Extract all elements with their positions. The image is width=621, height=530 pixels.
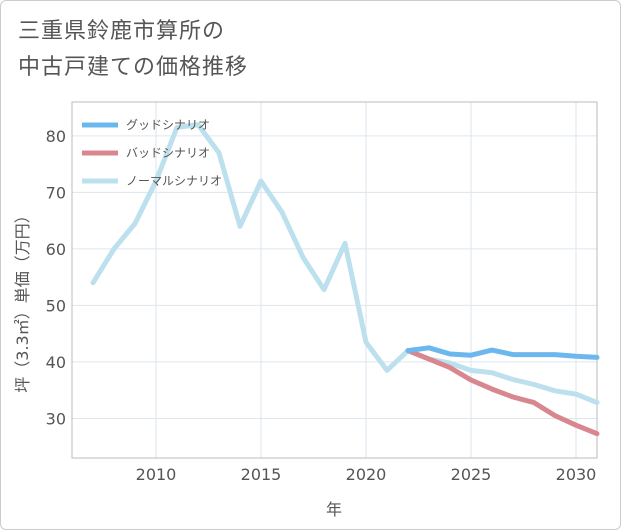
grid-lines — [72, 102, 597, 458]
legend-label-0: グッドシナリオ — [126, 118, 210, 132]
legend-label-1: バッドシナリオ — [126, 146, 210, 160]
x-tick-label: 2025 — [451, 465, 492, 484]
chart-title-line-2: 中古戸建ての価格推移 — [18, 55, 249, 80]
chart-title-line-1: 三重県鈴鹿市算所の — [18, 19, 226, 44]
series-line-0 — [405, 345, 600, 360]
legend-label-2: ノーマルシナリオ — [126, 174, 222, 188]
x-tick-label: 2030 — [556, 465, 597, 484]
y-tick-label: 80 — [46, 127, 66, 146]
y-tick-label: 50 — [46, 296, 66, 315]
y-tick-label: 30 — [46, 409, 66, 428]
y-tick-label: 70 — [46, 183, 66, 202]
y-tick-label: 40 — [46, 353, 66, 372]
chart-title: 三重県鈴鹿市算所の 中古戸建ての価格推移 — [18, 14, 248, 86]
x-tick-label: 2010 — [136, 465, 177, 484]
x-tick-label: 2015 — [241, 465, 282, 484]
y-tick-label: 60 — [46, 240, 66, 259]
tick-labels: 2010 2015 2020 2025 2030 30 40 50 60 70 80 — [46, 127, 597, 484]
plot-border — [71, 101, 598, 459]
series-lines — [90, 122, 600, 437]
series-line-2 — [90, 122, 600, 406]
x-tick-label: 2020 — [346, 465, 387, 484]
x-axis-label: 年 — [326, 500, 342, 519]
series-line-1 — [405, 348, 600, 437]
y-axis-label: 坪（3.3㎡）単価（万円） — [13, 207, 32, 392]
